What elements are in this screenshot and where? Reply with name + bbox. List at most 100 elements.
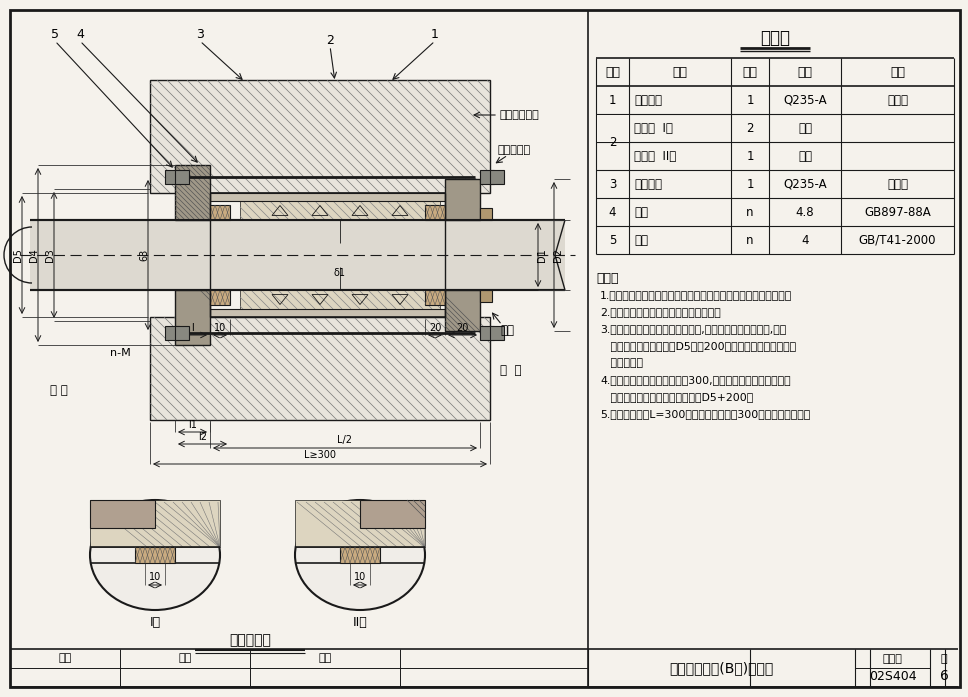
Text: 密封膏嵌缝: 密封膏嵌缝 — [498, 145, 531, 155]
Text: D5: D5 — [13, 248, 23, 262]
Bar — [165, 170, 179, 184]
Bar — [445, 290, 480, 331]
Bar — [480, 208, 492, 220]
Text: 螺柱: 螺柱 — [634, 206, 648, 218]
Text: 数量: 数量 — [742, 66, 758, 79]
Text: 3: 3 — [609, 178, 617, 190]
Bar — [360, 500, 425, 528]
Text: l2: l2 — [198, 432, 207, 442]
Text: GB/T41-2000: GB/T41-2000 — [859, 233, 936, 247]
Text: 审核: 审核 — [58, 653, 72, 663]
Bar — [210, 290, 230, 305]
Text: 1: 1 — [609, 93, 617, 107]
Text: 螺母: 螺母 — [634, 233, 648, 247]
Text: n: n — [746, 206, 754, 218]
Bar — [240, 290, 440, 309]
Text: l: l — [191, 323, 194, 333]
Text: δ1: δ1 — [334, 268, 346, 278]
Text: 02S404: 02S404 — [868, 670, 917, 682]
Bar — [340, 547, 380, 563]
Bar — [240, 290, 440, 309]
Bar — [240, 201, 440, 220]
Text: 橡胶: 橡胶 — [798, 149, 812, 162]
Text: 2: 2 — [609, 121, 617, 135]
Bar — [210, 205, 230, 220]
Text: 橡胶: 橡胶 — [798, 121, 812, 135]
Text: 2.密封膏：聚硫密封膏、聚胺脂密封膏。: 2.密封膏：聚硫密封膏、聚胺脂密封膏。 — [600, 307, 721, 317]
Text: 3: 3 — [197, 29, 204, 42]
Text: 5: 5 — [51, 29, 59, 42]
Text: GB897-88A: GB897-88A — [864, 206, 931, 218]
Text: 柔性填塞材料: 柔性填塞材料 — [500, 110, 540, 120]
Text: l1: l1 — [188, 420, 197, 430]
Bar — [175, 170, 189, 184]
Text: 4.穿管处混凝土墙厚应不小于300,否则应使墙壁一边加厚或两: 4.穿管处混凝土墙厚应不小于300,否则应使墙壁一边加厚或两 — [600, 375, 791, 385]
Bar — [425, 290, 445, 305]
Text: 4.8: 4.8 — [796, 206, 814, 218]
Bar — [445, 179, 480, 220]
Text: L≥300: L≥300 — [304, 450, 336, 460]
Text: Q235-A: Q235-A — [783, 178, 827, 190]
Bar — [90, 500, 155, 528]
Bar — [295, 500, 425, 547]
Text: 柔性防水套管(B型)安装图: 柔性防水套管(B型)安装图 — [670, 661, 773, 675]
Bar — [490, 326, 504, 340]
Text: 1.柔性填料材料：沥青麻丝、聚苯乙烯板、聚氯乙烯泡沫塑料板。: 1.柔性填料材料：沥青麻丝、聚苯乙烯板、聚氯乙烯泡沫塑料板。 — [600, 290, 792, 300]
Text: 1: 1 — [746, 149, 754, 162]
Text: 密封圈  II型: 密封圈 II型 — [634, 149, 677, 162]
Text: 固于墙内。: 固于墙内。 — [600, 358, 643, 368]
Bar — [240, 201, 440, 220]
Ellipse shape — [295, 500, 425, 610]
Text: 63: 63 — [139, 249, 149, 261]
Bar — [165, 326, 179, 340]
Text: 钢管: 钢管 — [500, 323, 514, 337]
Text: 5.套管的重量以L=300计算，如墙厚大于300时，应另行计算。: 5.套管的重量以L=300计算，如墙厚大于300时，应另行计算。 — [600, 409, 810, 419]
Text: I型: I型 — [149, 615, 161, 629]
Bar — [480, 326, 494, 340]
Ellipse shape — [90, 500, 220, 610]
Text: 外  墙: 外 墙 — [500, 364, 522, 376]
Text: n: n — [746, 233, 754, 247]
Text: 1: 1 — [746, 178, 754, 190]
Text: 法兰套管: 法兰套管 — [634, 93, 662, 107]
Text: 材料: 材料 — [798, 66, 812, 79]
Bar — [30, 220, 565, 290]
Text: 1: 1 — [431, 29, 439, 42]
Bar — [135, 547, 175, 563]
Bar — [425, 205, 445, 220]
Text: D4: D4 — [29, 248, 39, 262]
Text: 内 侧: 内 侧 — [50, 383, 68, 397]
Bar — [480, 290, 492, 302]
Text: 说明：: 说明： — [596, 272, 619, 285]
Text: D2: D2 — [553, 248, 563, 262]
Text: 2: 2 — [326, 33, 334, 47]
Text: 6: 6 — [940, 669, 949, 683]
Text: 校对: 校对 — [178, 653, 192, 663]
Text: 备注: 备注 — [890, 66, 905, 79]
Text: 10: 10 — [354, 572, 366, 582]
Text: n-M: n-M — [109, 348, 131, 358]
Text: II型: II型 — [352, 615, 368, 629]
Bar — [445, 179, 480, 220]
Bar — [210, 193, 445, 201]
Text: 边加厚。加厚部分的直径至少为D5+200。: 边加厚。加厚部分的直径至少为D5+200。 — [600, 392, 753, 402]
Text: 20: 20 — [456, 323, 469, 333]
Bar — [490, 170, 504, 184]
Text: 5: 5 — [609, 233, 617, 247]
Bar — [150, 80, 490, 193]
Text: 2: 2 — [609, 135, 617, 148]
Text: 焊接件: 焊接件 — [887, 93, 908, 107]
Text: 10: 10 — [149, 572, 161, 582]
Text: 密封圈结构: 密封圈结构 — [229, 633, 271, 647]
Bar — [480, 170, 494, 184]
Text: 4: 4 — [609, 206, 617, 218]
Text: 设计: 设计 — [318, 653, 332, 663]
Text: 焊接件: 焊接件 — [887, 178, 908, 190]
Text: 材料表: 材料表 — [760, 29, 790, 47]
Bar — [445, 290, 480, 331]
Bar — [150, 317, 490, 420]
Bar — [210, 309, 445, 317]
Bar — [175, 290, 210, 345]
Text: 3.套管穿墙处如遇非混凝土墙壁时,应局部改用混凝土墙壁,其浇: 3.套管穿墙处如遇非混凝土墙壁时,应局部改用混凝土墙壁,其浇 — [600, 324, 786, 334]
Text: D1: D1 — [537, 248, 547, 262]
